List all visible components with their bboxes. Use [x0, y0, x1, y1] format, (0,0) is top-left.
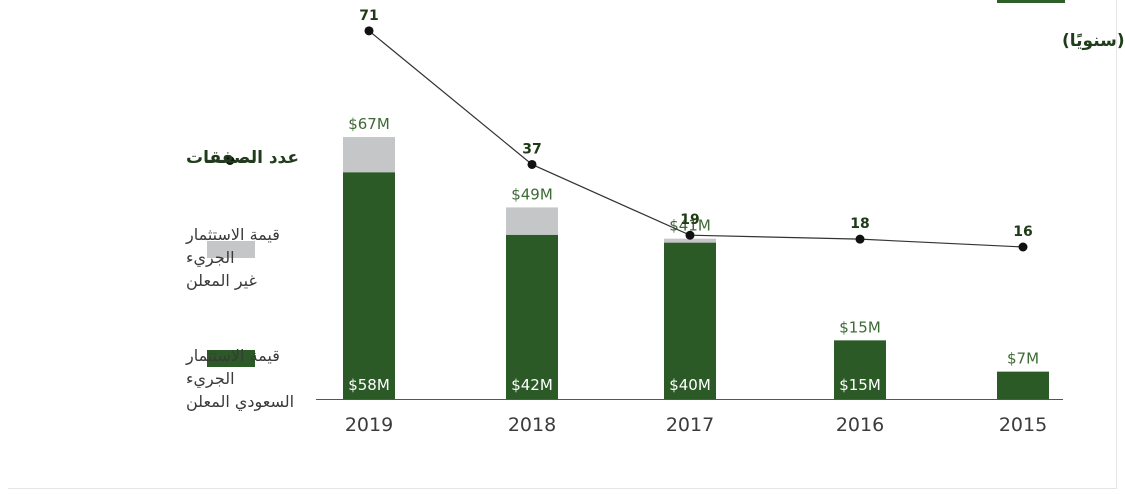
deals-label-2019: 71: [359, 8, 378, 24]
x-tick-2016: 2016: [836, 414, 884, 436]
x-tick-2015: 2015: [999, 414, 1047, 436]
legend-undisclosed-swatch: [207, 241, 255, 258]
bar-disclosed-2018: [506, 234, 558, 399]
legend-deals-swatch-dot: [225, 156, 235, 165]
bar-total-label-2019: $67M: [348, 115, 390, 133]
bar-undisclosed-2017: [664, 238, 716, 243]
bar-disclosed-label-2019: $58M: [348, 376, 390, 394]
bar-disclosed-2019: [343, 172, 395, 399]
bar-disclosed-label-2018: $42M: [511, 376, 553, 394]
bar-disclosed-2015: [997, 371, 1049, 399]
deals-label-2018: 37: [522, 141, 541, 157]
x-tick-2017: 2017: [666, 414, 714, 436]
deals-label-2016: 18: [850, 216, 869, 232]
bar-disclosed-2017: [664, 242, 716, 399]
bar-undisclosed-2018: [506, 207, 558, 235]
bars: $67M$58M$49M$42M$41M$40M$15M$15M$7M: [343, 115, 1049, 399]
bar-disclosed-2016: [834, 340, 886, 399]
x-axis: 2019 2018 2017 2016 2015: [316, 399, 1063, 436]
top-accent-bar: [997, 0, 1065, 3]
legend-undisclosed-label-line-2: الجريء: [186, 248, 235, 268]
deals-point-2015: [1018, 242, 1028, 252]
legend-undisclosed-label-line-3: غير المعلن: [186, 271, 257, 291]
legend-undisclosed-label-line-1: قيمة الاستثمار: [185, 225, 280, 245]
legend-disclosed-label-line-2: الجريء: [186, 369, 235, 389]
deals-label-2017: 19: [680, 212, 699, 228]
legend-deals-label: عدد الصفقات: [186, 148, 299, 168]
bar-total-label-2016: $15M: [839, 318, 881, 336]
deals-point-2019: [364, 26, 374, 36]
deals-point-2018: [527, 159, 537, 169]
deals-label-2015: 16: [1013, 224, 1032, 240]
bar-total-label-2015: $7M: [1007, 350, 1039, 368]
legend-disclosed-label-line-1: قيمة الاستثمار: [185, 346, 280, 366]
deals-line: 71 37 19 18 16: [359, 8, 1033, 252]
chart-panel: [8, 0, 1117, 489]
deals-point-2016: [855, 234, 865, 244]
legend-disclosed-label-line-3: السعودي المعلن: [186, 392, 294, 412]
bar-disclosed-label-2017: $40M: [669, 376, 711, 394]
chart-title: الاستثمار الجريء (من حيث عدد الصفقات وقي…: [1062, 31, 1125, 51]
bar-disclosed-label-2016: $15M: [839, 376, 881, 394]
bar-total-label-2018: $49M: [511, 185, 553, 203]
x-tick-2018: 2018: [508, 414, 556, 436]
legend-disclosed-swatch: [207, 350, 255, 367]
legend: عدد الصفقات قيمة الاستثمار الجريء غير المعل…: [185, 148, 299, 412]
deals-point-2017: [685, 230, 695, 240]
x-tick-2019: 2019: [345, 414, 393, 436]
bar-undisclosed-2019: [343, 137, 395, 173]
